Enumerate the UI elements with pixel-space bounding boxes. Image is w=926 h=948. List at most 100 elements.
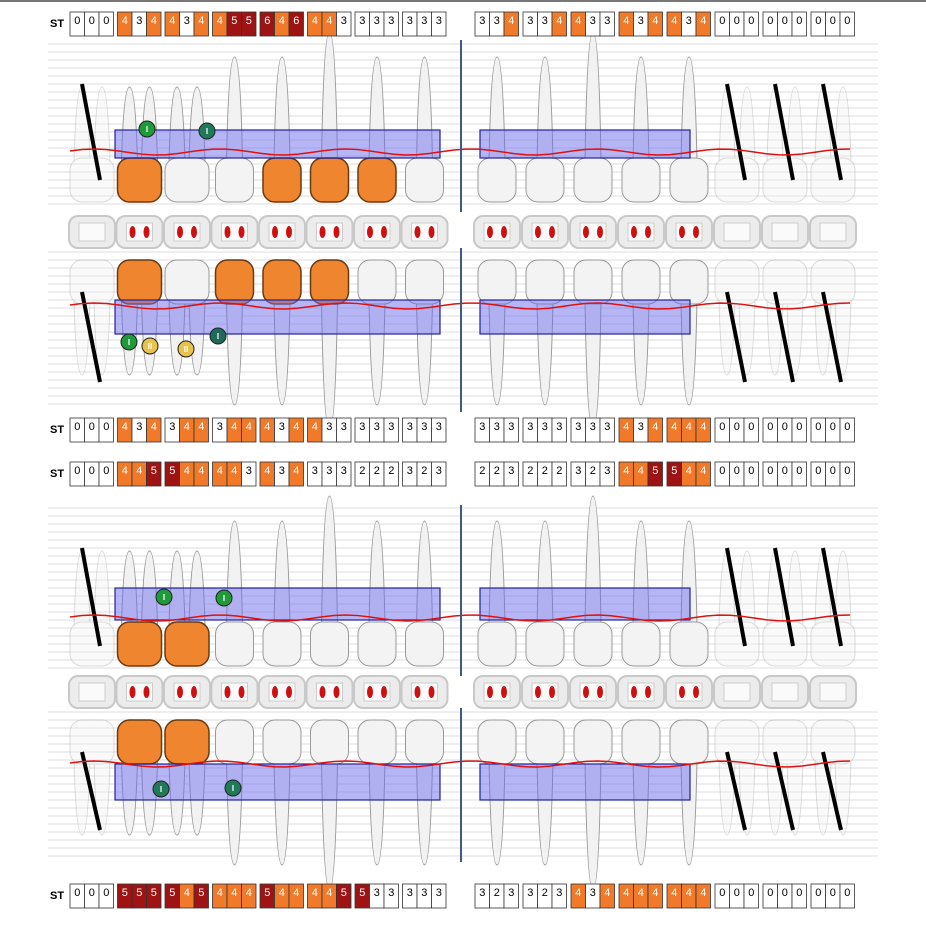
root: [786, 86, 804, 163]
depth-value: 0: [767, 465, 773, 477]
tooth: [714, 719, 760, 836]
depth-cell: [791, 883, 807, 909]
depth-value: 4: [293, 421, 299, 433]
missing-mark: [725, 83, 747, 181]
depth-value: 5: [231, 15, 237, 27]
restoration-mark: [319, 686, 326, 698]
restoration-mark: [535, 686, 541, 698]
restoration-mark: [679, 686, 685, 698]
depth-value: 6: [293, 15, 299, 27]
depth-value: 4: [136, 465, 142, 477]
depth-value: 3: [436, 15, 442, 27]
restoration-mark: [367, 226, 373, 238]
depth-cell: [599, 417, 615, 443]
depth-value: 5: [652, 465, 658, 477]
crown: [405, 157, 444, 203]
depth-cell: [336, 11, 352, 37]
crown: [525, 157, 565, 203]
crown: [262, 259, 302, 305]
depth-value: 4: [575, 15, 581, 27]
depth-cell: [383, 883, 399, 909]
restoration-mark: [631, 226, 637, 238]
crown: [621, 259, 661, 305]
depth-cell: [241, 883, 257, 909]
depth-value: 4: [604, 887, 610, 899]
crown: [405, 621, 444, 667]
restoration-mark: [191, 686, 197, 698]
depth-value: 3: [604, 421, 610, 433]
depth-value: 4: [122, 15, 128, 27]
depth-cell: [647, 11, 663, 37]
restoration-mark: [679, 226, 685, 238]
missing-mark: [773, 291, 795, 383]
depth-value: 0: [89, 465, 95, 477]
depth-value: 3: [508, 421, 514, 433]
crown: [309, 259, 350, 305]
crown: [621, 157, 661, 203]
depth-cell: [503, 461, 519, 487]
root: [834, 550, 852, 627]
depth-cell: [431, 417, 447, 443]
crown: [477, 259, 517, 305]
depth-value: 0: [89, 421, 95, 433]
restoration-mark: [487, 226, 493, 238]
depth-value: 3: [388, 887, 394, 899]
depth-cell: [839, 461, 855, 487]
depth-value: 3: [590, 887, 596, 899]
root: [834, 299, 852, 376]
crown: [525, 259, 565, 305]
crown: [714, 719, 760, 765]
depth-cell: [695, 11, 711, 37]
depth-value: 3: [421, 887, 427, 899]
depth-cell: [743, 417, 759, 443]
root: [834, 86, 852, 163]
depth-value: 3: [527, 15, 533, 27]
depth-cell: [839, 11, 855, 37]
depth-value: 4: [652, 887, 658, 899]
depth-value: 4: [217, 465, 223, 477]
depth-cell: [336, 461, 352, 487]
depth-cell: [98, 11, 114, 37]
crown: [310, 621, 349, 667]
crown: [810, 259, 856, 305]
depth-value: 2: [556, 465, 562, 477]
depth-value: 0: [734, 421, 740, 433]
depth-value: 5: [198, 887, 204, 899]
depth-value: 5: [264, 887, 270, 899]
attachment-band: [479, 587, 691, 621]
depth-value: 4: [652, 421, 658, 433]
depth-cell: [193, 461, 209, 487]
depth-cell: [288, 883, 304, 909]
missing-mark: [773, 751, 795, 831]
depth-value: 4: [184, 465, 190, 477]
depth-value: 4: [122, 421, 128, 433]
depth-value: 0: [103, 421, 109, 433]
depth-value: 3: [479, 887, 485, 899]
attachment-band: [114, 763, 441, 801]
crown: [164, 157, 210, 203]
restoration-mark: [191, 226, 197, 238]
depth-value: 3: [542, 15, 548, 27]
depth-cell: [695, 461, 711, 487]
depth-value: 4: [700, 15, 706, 27]
root: [738, 299, 756, 376]
depth-value: 3: [604, 465, 610, 477]
depth-cell: [383, 417, 399, 443]
depth-cell: [695, 883, 711, 909]
depth-cell: [98, 461, 114, 487]
depth-value: 3: [575, 465, 581, 477]
crown: [573, 157, 613, 203]
depth-value: 4: [623, 887, 629, 899]
restoration-mark: [286, 226, 292, 238]
depth-value: 2: [421, 465, 427, 477]
restoration-mark: [367, 686, 373, 698]
depth-cell: [431, 883, 447, 909]
occlusal-inner: [771, 682, 799, 702]
depth-cell: [336, 883, 352, 909]
depth-value: 0: [782, 887, 788, 899]
depth-cell: [431, 461, 447, 487]
crown: [116, 621, 163, 667]
depth-cell: [551, 883, 567, 909]
depth-cell: [98, 883, 114, 909]
depth-value: 0: [815, 887, 821, 899]
